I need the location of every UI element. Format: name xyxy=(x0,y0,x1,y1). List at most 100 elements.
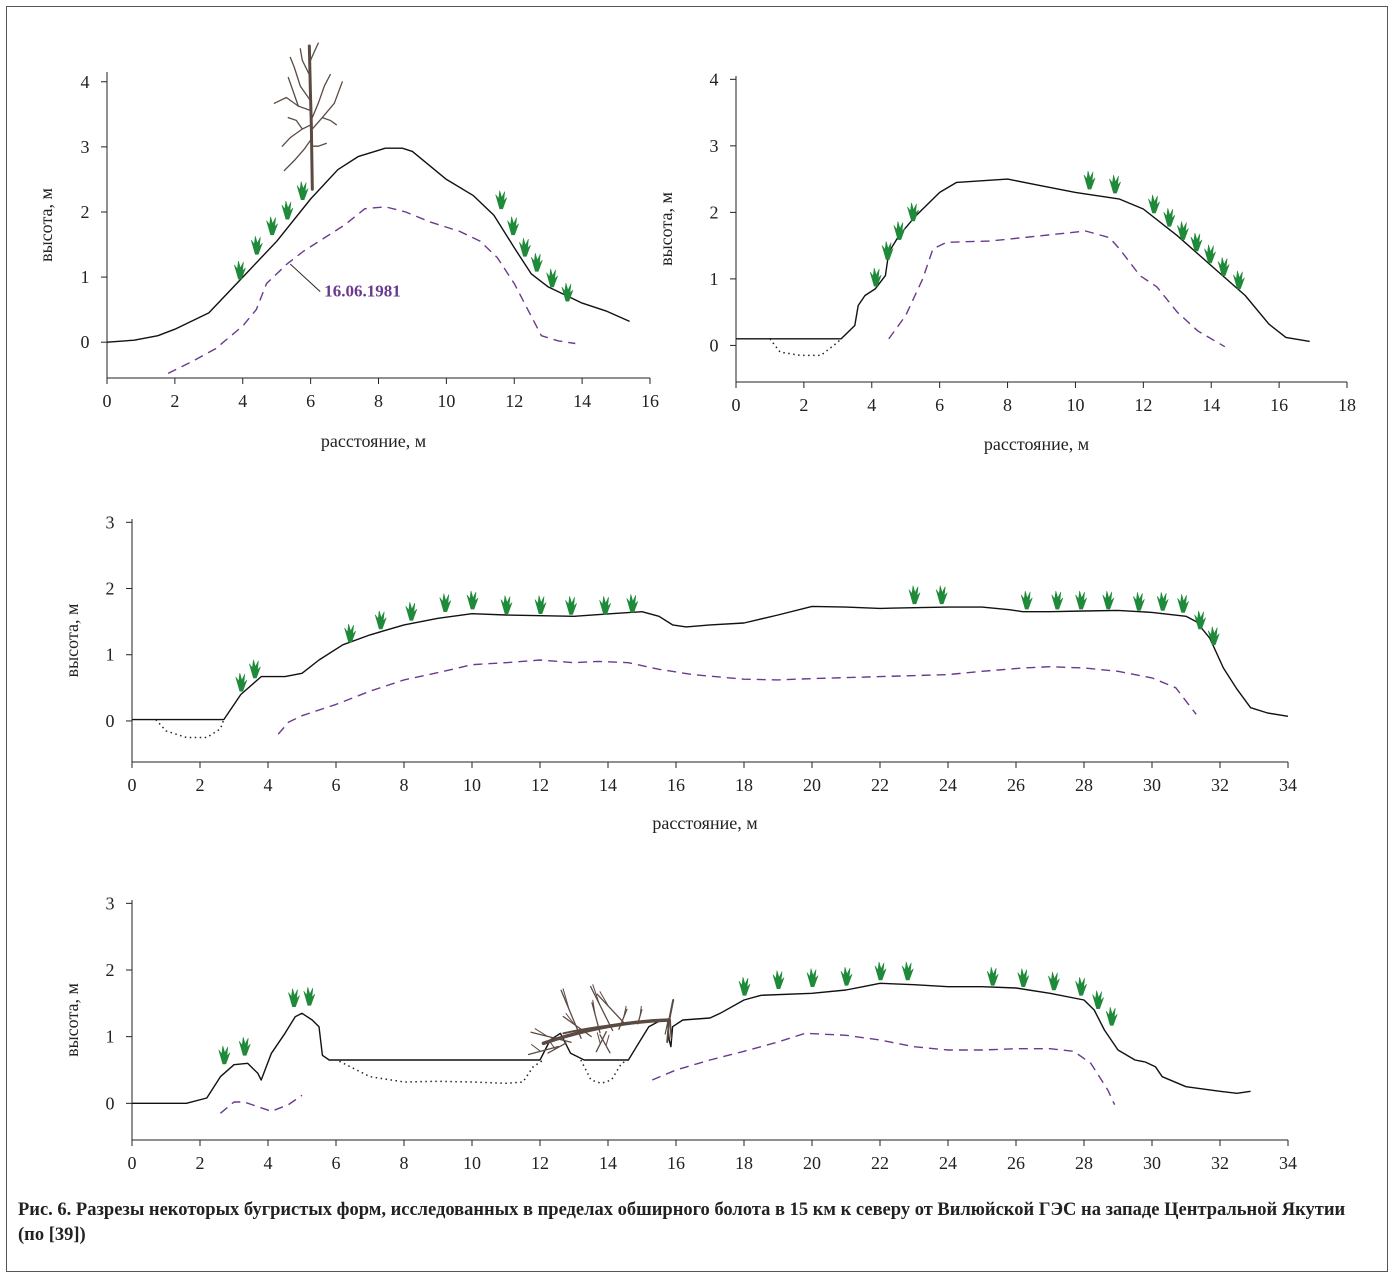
y-tick-label: 1 xyxy=(81,267,90,287)
x-tick-label: 8 xyxy=(374,391,383,411)
x-tick-label: 32 xyxy=(1211,1153,1229,1173)
grass-tuft-7 xyxy=(840,966,853,986)
surface-profile-line xyxy=(106,147,630,343)
x-tick-label: 6 xyxy=(332,1153,341,1173)
grass-tuft-0 xyxy=(218,1045,231,1065)
x-tick-label: 6 xyxy=(306,391,315,411)
x-tick-label: 34 xyxy=(1279,1153,1297,1173)
x-tick-label: 2 xyxy=(799,395,808,415)
grass-tuft-5 xyxy=(439,593,452,613)
x-tick-label: 8 xyxy=(1003,395,1012,415)
y-tick-label: 3 xyxy=(106,893,115,913)
x-tick-label: 10 xyxy=(463,1153,481,1173)
x-tick-label: 24 xyxy=(939,1153,957,1173)
x-tick-label: 8 xyxy=(400,775,409,795)
grass-tuft-19 xyxy=(1156,592,1169,611)
grass-tuft-11 xyxy=(626,594,639,613)
grass-tuft-5 xyxy=(1109,174,1121,194)
x-tick-label: 14 xyxy=(573,391,591,411)
x-tick-label: 34 xyxy=(1279,775,1297,795)
y-tick-label: 0 xyxy=(710,335,719,355)
grass-tuft-13 xyxy=(935,585,948,605)
water-bottom-line xyxy=(155,719,225,739)
permafrost-table-line xyxy=(277,659,1197,735)
y-axis-label: высота, м xyxy=(36,188,56,262)
x-tick-label: 2 xyxy=(196,1153,205,1173)
y-tick-label: 2 xyxy=(81,202,90,222)
grass-tuft-9 xyxy=(1190,232,1203,252)
grass-tuft-2 xyxy=(344,623,356,643)
x-tick-label: 18 xyxy=(735,775,753,795)
grass-tuft-2 xyxy=(288,988,300,1008)
grass-tuft-8 xyxy=(530,252,543,272)
grass-tuft-15 xyxy=(1051,590,1064,610)
grass-tuft-12 xyxy=(908,585,921,605)
grass-tuft-1 xyxy=(250,236,263,255)
x-tick-label: 12 xyxy=(531,775,549,795)
y-tick-label: 3 xyxy=(710,136,719,156)
y-tick-label: 0 xyxy=(106,711,115,731)
water-bottom-line xyxy=(769,338,842,357)
water-bottom-line xyxy=(580,1059,629,1085)
x-tick-label: 26 xyxy=(1007,775,1025,795)
grass-tuft-12 xyxy=(1048,971,1060,991)
grass-tuft-16 xyxy=(1075,590,1087,610)
x-tick-label: 0 xyxy=(128,775,137,795)
x-tick-label: 6 xyxy=(935,395,944,415)
fallen-tree-icon xyxy=(527,984,675,1056)
grass-tuft-11 xyxy=(1017,968,1030,988)
chart-panel-3: 0 2 4 6 8 10 12 14 16 18 20 22 24 26 28 30 32 340123расст… xyxy=(62,512,1297,833)
y-tick-label: 0 xyxy=(106,1093,115,1113)
x-tick-label: 0 xyxy=(103,391,112,411)
grass-tuft-9 xyxy=(901,961,914,981)
x-tick-label: 2 xyxy=(196,775,205,795)
grass-tuft-4 xyxy=(1083,170,1096,190)
y-tick-label: 1 xyxy=(106,645,115,665)
figure-caption: Рис. 6. Разрезы некоторых бугристых форм… xyxy=(18,1200,1346,1245)
x-tick-label: 14 xyxy=(599,775,617,795)
permafrost-table-line xyxy=(167,206,576,375)
grass-tuft-4 xyxy=(405,601,418,621)
grass-tuft-5 xyxy=(772,970,785,990)
x-tick-label: 16 xyxy=(641,391,659,411)
y-tick-label: 1 xyxy=(710,269,719,289)
surface-profile-line xyxy=(132,982,1251,1104)
grass-tuft-6 xyxy=(466,590,479,610)
grass-tuft-8 xyxy=(874,961,887,981)
x-axis-label: расстояние, м xyxy=(321,431,426,451)
x-tick-label: 16 xyxy=(667,1153,685,1173)
grass-tuft-15 xyxy=(1105,1006,1118,1026)
x-tick-label: 8 xyxy=(400,1153,409,1173)
grass-tuft-6 xyxy=(806,968,819,988)
y-tick-label: 3 xyxy=(81,137,90,157)
permafrost-table-line xyxy=(888,230,1226,348)
x-axis-label: расстояние, м xyxy=(984,434,1089,454)
x-tick-label: 4 xyxy=(867,395,876,415)
grass-tuft-3 xyxy=(281,200,294,220)
surface-profile-line xyxy=(132,605,1289,721)
grass-tuft-0 xyxy=(235,672,248,692)
grass-tuft-1 xyxy=(249,659,261,679)
x-tick-label: 12 xyxy=(531,1153,549,1173)
grass-tuft-13 xyxy=(1075,976,1087,996)
grass-tuft-9 xyxy=(546,268,558,288)
grass-tuft-3 xyxy=(374,610,387,630)
x-tick-label: 10 xyxy=(437,391,455,411)
grass-tuft-10 xyxy=(986,966,999,986)
grass-tuft-6 xyxy=(1148,194,1160,214)
x-tick-label: 12 xyxy=(1134,395,1152,415)
surface-profile-line xyxy=(736,178,1310,343)
x-tick-label: 4 xyxy=(238,391,247,411)
y-tick-label: 4 xyxy=(81,72,90,92)
grass-tuft-0 xyxy=(869,267,882,287)
y-axis-label: высота, м xyxy=(62,604,82,678)
grass-tuft-0 xyxy=(234,260,246,280)
chart-panel-4: 02468101214161820222426283032340123расст… xyxy=(62,893,1297,1200)
x-tick-label: 18 xyxy=(735,1153,753,1173)
annotation-date-label: 16.06.1981 xyxy=(324,282,401,301)
grass-tuft-1 xyxy=(238,1037,251,1056)
x-tick-label: 18 xyxy=(1338,395,1356,415)
x-tick-label: 10 xyxy=(463,775,481,795)
